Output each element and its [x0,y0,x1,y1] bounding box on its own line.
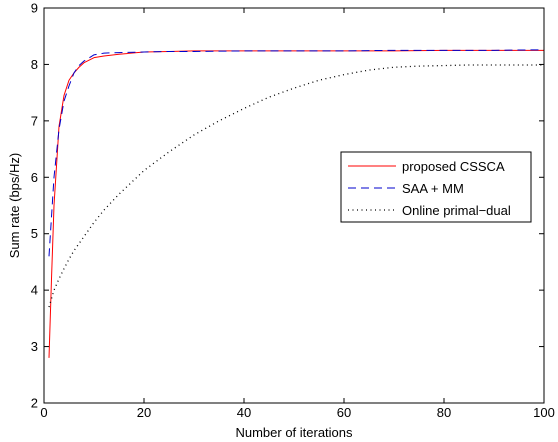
legend-box [340,151,532,223]
series-line-2 [48,49,545,257]
legend-label-proposed-cssca: proposed CSSCA [402,159,505,174]
x-tick-label: 100 [533,405,555,420]
legend: proposed CSSCA SAA + MM Online primal−du… [340,151,532,223]
y-tick-label: 8 [31,57,38,72]
y-tick-label: 4 [31,283,38,298]
legend-label-online-primal-dual: Online primal−dual [402,203,511,218]
legend-label-saa-mm: SAA + MM [402,181,464,196]
x-tick-label: 60 [337,405,351,420]
x-tick-label: 20 [137,405,151,420]
y-axis-label: Sum rate (bps/Hz) [7,153,22,258]
x-axis-label: Number of iterations [235,425,353,440]
y-tick-label: 2 [31,396,38,411]
x-tick-label: 40 [237,405,251,420]
ticks-layer: 0 20 40 60 80 100 2 3 4 5 6 7 8 9 [31,1,555,421]
y-tick-label: 3 [31,339,38,354]
x-tick-label: 80 [437,405,451,420]
x-tick-label: 0 [40,405,47,420]
y-tick-label: 7 [31,113,38,128]
y-tick-label: 5 [31,226,38,241]
y-tick-label: 6 [31,170,38,185]
series-layer [48,49,545,358]
plot-frame [43,7,545,404]
y-tick-label: 9 [31,1,38,16]
